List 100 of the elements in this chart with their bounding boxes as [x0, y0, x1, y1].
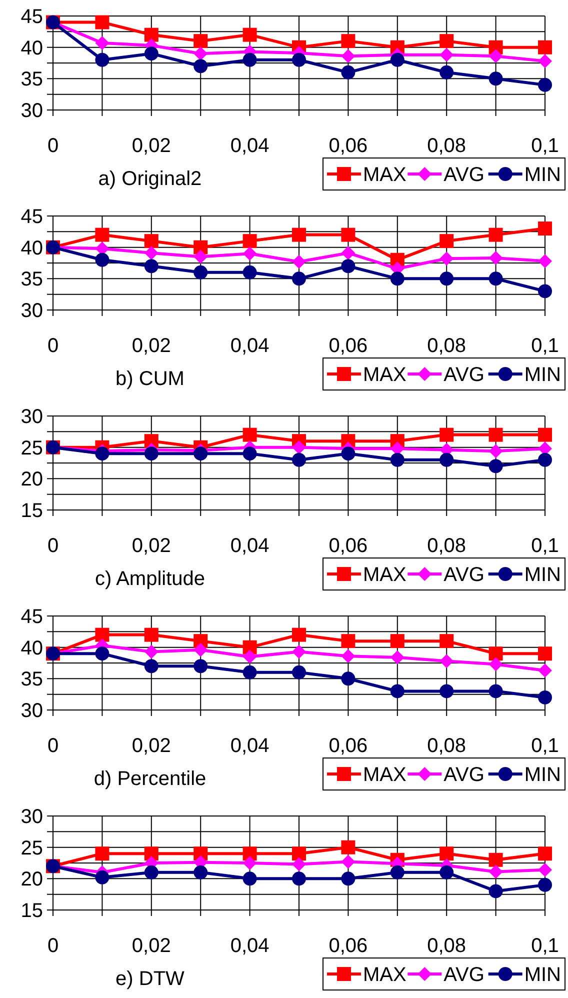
point	[194, 250, 208, 264]
y-tick-label: 15	[20, 900, 43, 922]
point	[144, 659, 158, 674]
point	[144, 234, 158, 248]
legend-label: MAX	[363, 764, 406, 786]
point	[194, 446, 208, 461]
point	[242, 665, 257, 680]
point	[341, 872, 356, 886]
point	[538, 878, 552, 892]
legend-label: AVG	[444, 364, 484, 386]
point	[341, 65, 356, 80]
y-tick-label: 30	[20, 700, 43, 722]
legend-label: MAX	[363, 564, 406, 586]
point	[538, 222, 552, 236]
point	[95, 628, 110, 642]
point	[242, 428, 257, 442]
point	[194, 865, 208, 880]
legend-label: AVG	[444, 964, 484, 986]
y-tick-label: 35	[20, 68, 43, 91]
point	[95, 36, 110, 50]
x-tick-label: 0,08	[427, 935, 466, 957]
legend-label: MAX	[363, 164, 406, 186]
point	[194, 46, 208, 61]
x-tick-label: 0,04	[230, 735, 270, 757]
point	[95, 252, 110, 267]
point	[95, 52, 110, 67]
point	[488, 852, 503, 867]
point	[440, 34, 454, 48]
point	[538, 54, 552, 68]
point	[292, 628, 306, 642]
point	[440, 234, 454, 248]
point	[440, 428, 454, 442]
point	[95, 15, 110, 30]
point	[341, 228, 356, 242]
x-tick-label: 0,02	[132, 935, 171, 957]
point	[440, 684, 454, 698]
y-tick-label: 25	[20, 837, 43, 860]
point	[341, 446, 356, 461]
point	[292, 857, 306, 872]
point	[242, 52, 257, 67]
point	[144, 28, 158, 42]
x-tick-label: 0,1	[531, 535, 559, 557]
point	[390, 634, 404, 648]
point	[144, 865, 158, 880]
x-tick-label: 0,02	[132, 535, 171, 557]
x-tick-label: 0,02	[132, 735, 171, 757]
x-tick-label: 0,08	[427, 735, 466, 757]
point	[488, 684, 503, 698]
point	[242, 234, 257, 248]
legend-label: MIN	[524, 764, 562, 786]
point	[341, 34, 356, 48]
point	[488, 884, 503, 898]
y-tick-label: 15	[20, 500, 43, 522]
y-tick-label: 20	[20, 468, 43, 491]
point	[341, 259, 356, 274]
point	[194, 34, 208, 48]
point	[242, 446, 257, 461]
text: e) DTW	[116, 968, 185, 990]
point	[144, 446, 158, 461]
x-tick-label: 0	[47, 535, 59, 557]
point	[440, 634, 454, 648]
point	[292, 644, 306, 659]
x-tick-label: 0,1	[531, 935, 559, 957]
point	[538, 664, 552, 678]
y-tick-label: 30	[20, 806, 43, 828]
y-tick-label: 30	[20, 300, 43, 322]
point	[538, 846, 552, 861]
point	[488, 272, 503, 286]
point	[144, 259, 158, 274]
point	[440, 65, 454, 80]
text: a) Original2	[98, 168, 202, 190]
point	[488, 459, 503, 474]
point	[242, 265, 257, 280]
x-tick-label: 0	[47, 135, 59, 157]
point	[242, 872, 257, 886]
point	[390, 452, 404, 467]
point	[144, 46, 158, 61]
point	[488, 646, 503, 661]
point	[144, 628, 158, 642]
point	[341, 649, 356, 664]
point	[194, 642, 208, 657]
x-tick-label: 0,08	[427, 135, 466, 157]
point	[194, 265, 208, 280]
point	[95, 846, 110, 861]
x-tick-label: 0,06	[328, 135, 368, 157]
point	[440, 452, 454, 467]
point	[95, 870, 110, 884]
point	[341, 854, 356, 869]
legend-label: MIN	[524, 364, 562, 386]
point	[341, 49, 356, 64]
point	[488, 657, 503, 672]
y-tick-label: 40	[20, 637, 43, 660]
point	[390, 650, 404, 664]
x-tick-label: 0,1	[531, 335, 559, 357]
legend-label: MIN	[524, 164, 562, 186]
point	[95, 646, 110, 661]
y-tick-label: 30	[20, 406, 43, 428]
point	[194, 59, 208, 74]
y-tick-label: 35	[20, 668, 43, 691]
y-tick-label: 25	[20, 437, 43, 460]
